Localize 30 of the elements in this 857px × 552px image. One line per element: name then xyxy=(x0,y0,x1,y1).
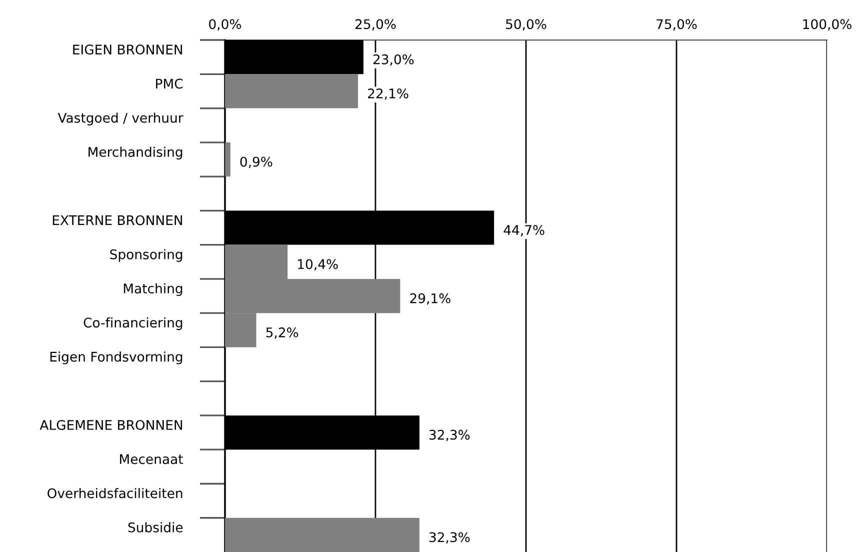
y-tick-label: Matching xyxy=(124,283,182,296)
bar xyxy=(224,518,420,552)
data-label: 10,4% xyxy=(298,259,338,270)
y-tick-label: Co-financiering xyxy=(84,317,182,330)
x-tick-label: 100,0% xyxy=(803,19,852,30)
y-tick-label: EXTERNE BRONNEN xyxy=(52,215,182,226)
data-label: 32,3% xyxy=(429,430,470,442)
y-tick-label: PMC xyxy=(156,78,183,89)
bar xyxy=(224,74,358,108)
y-tick-label: Vastgoed / verhuur xyxy=(58,112,184,126)
data-label: 5,2% xyxy=(266,327,298,339)
x-tick-label: 50,0% xyxy=(506,19,546,30)
data-label: 22,1% xyxy=(368,88,408,100)
data-label: 32,3% xyxy=(429,532,470,544)
x-tick-label: 0,0% xyxy=(209,19,241,30)
y-tick-label: Eigen Fondsvorming xyxy=(50,352,182,364)
bar xyxy=(224,142,230,177)
y-tick-label: Subsidie xyxy=(128,522,183,532)
y-tick-label: EIGEN BRONNEN xyxy=(73,44,182,55)
data-label: 23,0% xyxy=(373,54,414,66)
y-tick-label: Sponsoring xyxy=(110,249,182,262)
data-label: 44,7% xyxy=(504,225,544,236)
y-tick-label: Mecenaat xyxy=(120,454,183,464)
data-label: 0,9% xyxy=(240,156,272,168)
data-label: 29,1% xyxy=(410,293,450,305)
y-tick-label: ALGEMENE BRONNEN xyxy=(40,420,182,430)
y-tick-label: Merchandising xyxy=(88,146,182,160)
x-tick-label: 75,0% xyxy=(656,19,697,30)
x-tick-label: 25,0% xyxy=(355,19,396,30)
y-tick-label: Overheidsfaciliteiten xyxy=(48,488,182,498)
